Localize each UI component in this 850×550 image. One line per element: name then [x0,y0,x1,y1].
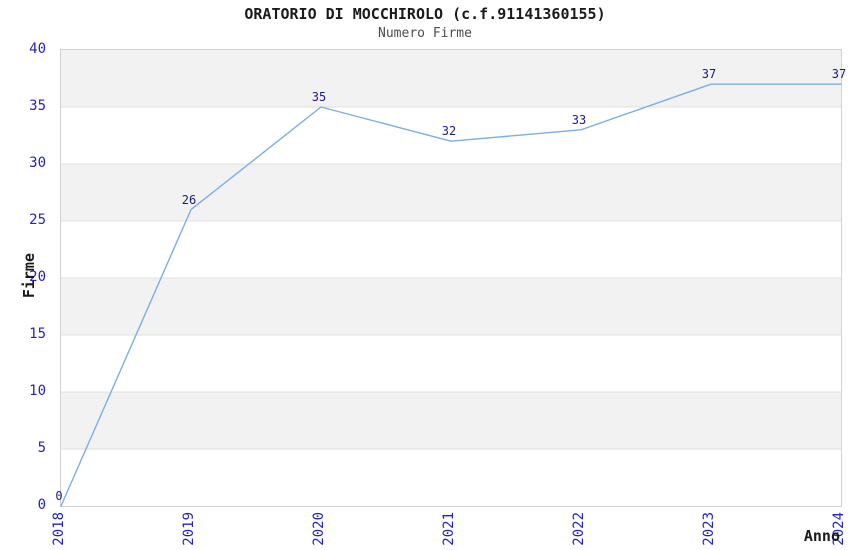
chart-subtitle: Numero Firme [378,26,472,41]
y-tick-label: 10 [29,383,46,399]
x-tick-label: 2021 [441,512,457,546]
y-axis-title: Firme [20,253,38,299]
x-axis-title: Anno [803,527,840,545]
y-tick-label: 0 [37,497,46,513]
y-tick-label: 40 [29,41,46,57]
y-tick-label: 35 [29,98,46,114]
series-line [60,83,842,507]
data-label: 0 [55,489,63,503]
data-label: 35 [311,90,327,104]
grid-band [61,335,841,392]
y-tick-label: 15 [29,326,46,342]
y-axis-ticks: 0 5 10 15 20 25 30 35 40 [0,41,53,513]
x-tick-label: 2018 [51,512,67,546]
grid-band [61,50,841,107]
x-tick-label: 2022 [571,512,587,546]
grid-band [61,164,841,221]
x-axis-ticks: 2018 2019 2020 2021 2022 2023 2024 [0,512,850,550]
plot-area: 0 26 35 32 33 37 37 [55,49,846,507]
grid-band [61,278,841,335]
grid-band [61,107,841,164]
x-tick-label: 2019 [181,512,197,546]
y-tick-label: 5 [37,440,46,456]
grid-band [61,449,841,506]
y-tick-label: 20 [29,269,46,285]
x-tick-label: 2020 [311,512,327,546]
chart-title: ORATORIO DI MOCCHIROLO (c.f.91141360155) [244,5,606,23]
data-label: 37 [701,67,717,82]
line-chart [60,50,842,507]
data-label: 37 [831,67,847,82]
data-label: 32 [441,124,457,139]
grid-band [61,221,841,278]
y-tick-label: 30 [29,155,46,171]
grid-band [61,392,841,449]
y-tick-label: 25 [29,212,46,228]
data-label: 33 [571,112,587,127]
x-tick-label: 2023 [701,512,717,546]
data-label: 26 [181,192,197,207]
